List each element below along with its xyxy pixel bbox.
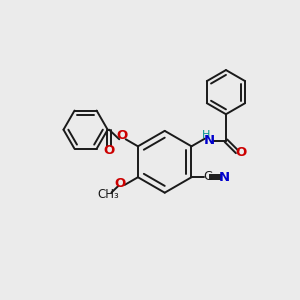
Text: C: C (203, 170, 212, 183)
Text: N: N (219, 171, 230, 184)
Text: O: O (236, 146, 247, 159)
Text: CH₃: CH₃ (98, 188, 119, 200)
Text: O: O (115, 177, 126, 190)
Text: O: O (116, 129, 128, 142)
Text: O: O (103, 144, 115, 158)
Text: H: H (202, 130, 210, 140)
Text: N: N (204, 134, 215, 147)
